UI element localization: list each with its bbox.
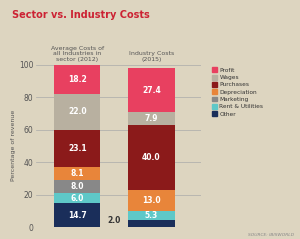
Bar xyxy=(128,125,175,190)
Bar xyxy=(128,112,175,125)
Bar xyxy=(128,68,175,112)
Text: 7.9: 7.9 xyxy=(145,114,158,123)
Bar xyxy=(128,220,175,227)
Text: Average Costs of
all Industries in
sector (2012): Average Costs of all Industries in secto… xyxy=(51,46,104,62)
Bar xyxy=(54,167,100,180)
Text: Sector vs. Industry Costs: Sector vs. Industry Costs xyxy=(12,10,150,20)
Text: Industry Costs
(2015): Industry Costs (2015) xyxy=(129,51,174,62)
Text: 40.0: 40.0 xyxy=(142,153,161,162)
Bar xyxy=(54,193,100,203)
Legend: Profit, Wages, Purchases, Depreciation, Marketing, Rent & Utilities, Other: Profit, Wages, Purchases, Depreciation, … xyxy=(212,67,263,117)
Text: SOURCE: IBISWORLD: SOURCE: IBISWORLD xyxy=(248,233,294,237)
Text: 8.0: 8.0 xyxy=(70,182,84,191)
Bar xyxy=(54,203,100,227)
Text: 13.0: 13.0 xyxy=(142,196,161,205)
Text: 8.1: 8.1 xyxy=(70,169,84,178)
Text: 23.1: 23.1 xyxy=(68,144,87,153)
Text: 27.4: 27.4 xyxy=(142,86,161,95)
Bar xyxy=(128,211,175,220)
Text: 6.0: 6.0 xyxy=(70,194,84,203)
Bar xyxy=(54,94,100,130)
Text: 5.3: 5.3 xyxy=(145,211,158,220)
Text: 18.2: 18.2 xyxy=(68,75,87,84)
Text: 2.0: 2.0 xyxy=(108,217,121,225)
Bar xyxy=(54,64,100,94)
Text: 14.7: 14.7 xyxy=(68,211,87,220)
Text: 22.0: 22.0 xyxy=(68,107,87,116)
Bar xyxy=(54,130,100,167)
Bar xyxy=(54,180,100,193)
Y-axis label: Percentage of revenue: Percentage of revenue xyxy=(11,110,16,181)
Bar xyxy=(128,190,175,211)
